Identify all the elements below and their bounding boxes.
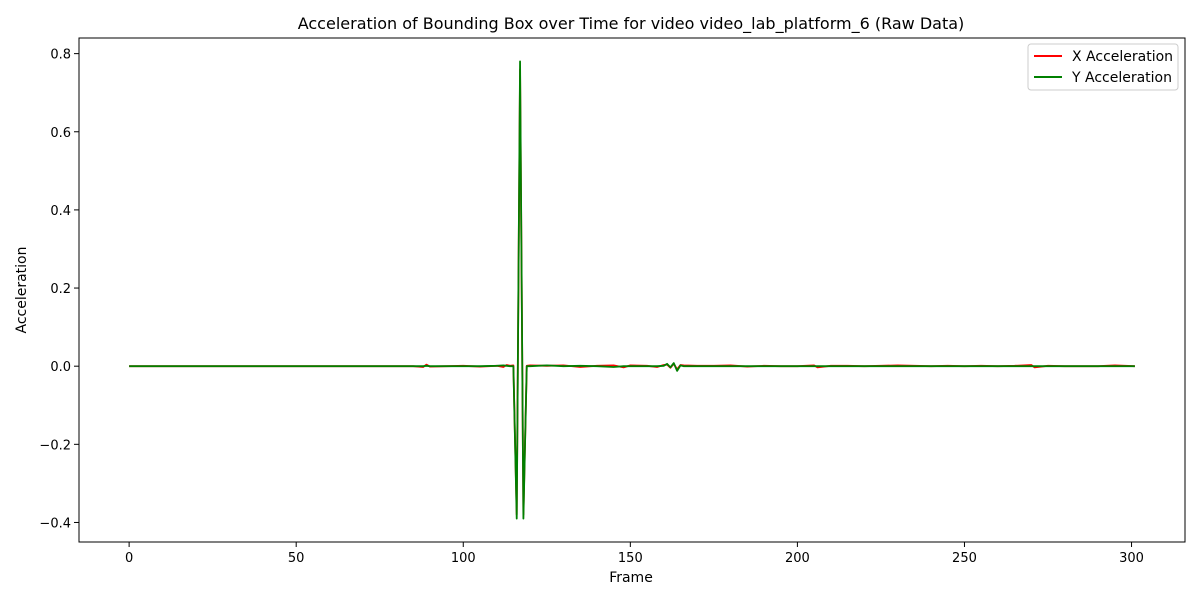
x-tick-label: 300: [1119, 551, 1144, 566]
legend-label-y-acceleration: Y Acceleration: [1071, 70, 1172, 86]
y-tick-label: −0.2: [39, 438, 71, 453]
x-tick-label: 250: [952, 551, 977, 566]
x-tick-label: 200: [785, 551, 810, 566]
series-layer: [129, 60, 1135, 520]
x-axis-label: Frame: [609, 570, 653, 586]
legend-box: [1027, 43, 1179, 91]
legend: X Acceleration Y Acceleration: [1027, 43, 1179, 91]
y-axis-label: Acceleration: [14, 247, 30, 334]
y-tick-label: 0.0: [50, 360, 71, 375]
legend-label-x-acceleration: X Acceleration: [1072, 49, 1173, 65]
plot-frame: [78, 37, 1186, 543]
x-tick-label: 50: [288, 551, 305, 566]
x-axis: 0 50 100 150 200 250 300: [125, 542, 1144, 566]
y-tick-label: 0.6: [50, 126, 71, 141]
x-tick-label: 100: [451, 551, 476, 566]
y-axis: −0.4 −0.2 0.0 0.2 0.4 0.6 0.8: [39, 48, 79, 531]
x-tick-label: 150: [618, 551, 643, 566]
chart-title: Acceleration of Bounding Box over Time f…: [298, 14, 965, 34]
y-tick-label: −0.4: [39, 516, 71, 531]
y-tick-label: 0.2: [50, 282, 71, 297]
plot-area: [78, 37, 1186, 543]
y-tick-label: 0.4: [50, 204, 71, 219]
plot-background: [79, 38, 1185, 542]
x-tick-label: 0: [125, 551, 133, 566]
y-tick-label: 0.8: [50, 48, 71, 63]
series-line-y-acceleration: [129, 60, 1135, 520]
